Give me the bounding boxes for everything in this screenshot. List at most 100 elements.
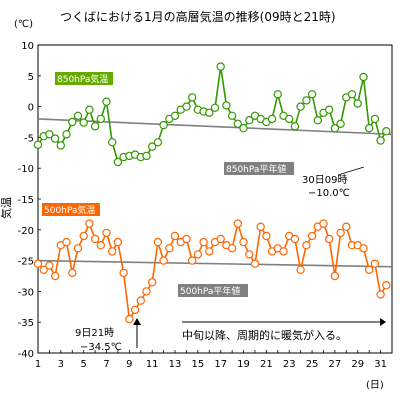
850hpa-point xyxy=(376,136,385,145)
normal-500-badge-box xyxy=(178,284,248,297)
legend-500-badge: 500hPa気温 xyxy=(42,203,100,216)
850hpa-point xyxy=(147,142,157,151)
850hpa-point xyxy=(170,111,180,121)
850hpa-point xyxy=(205,108,214,118)
500hpa-point xyxy=(182,234,191,244)
500hpa-point xyxy=(159,256,168,265)
series-markers xyxy=(33,62,391,324)
850hpa-point xyxy=(113,157,123,167)
500hpa-point xyxy=(325,234,334,244)
normal-850-badge-label: 850hPa平年値 xyxy=(226,163,286,175)
y-unit-label: (℃) xyxy=(14,19,33,30)
y-tick-label: -40 xyxy=(18,349,34,360)
500hpa-point xyxy=(250,259,260,268)
x-tick-label: 17 xyxy=(214,359,227,370)
500hpa-point xyxy=(365,265,374,274)
y-tick-label: -5 xyxy=(24,133,34,144)
normal-850-badge: 850hPa平年値 xyxy=(224,162,294,175)
850hpa-point xyxy=(245,115,254,125)
500hpa-point xyxy=(205,247,214,256)
850hpa-point xyxy=(68,117,77,127)
850hpa-point xyxy=(347,90,357,99)
850hpa-point xyxy=(336,119,345,129)
x-tick-label: 29 xyxy=(351,359,364,370)
annotation-850-min: 30日09時 −10.0℃ xyxy=(302,166,365,199)
annotation-850-min-day: 30日09時 xyxy=(302,174,347,186)
850hpa-point xyxy=(56,141,66,150)
850hpa-point xyxy=(159,120,168,130)
500hpa-point xyxy=(296,265,305,274)
y-tick-label: -20 xyxy=(18,226,34,237)
850hpa-point xyxy=(273,90,282,99)
850hpa-point xyxy=(45,130,54,139)
500hpa-point xyxy=(79,231,88,241)
500hpa-point xyxy=(90,234,100,244)
annotation-500-min-day: 9日21時 xyxy=(75,327,114,339)
x-tick-label: 21 xyxy=(260,359,273,370)
500hpa-point xyxy=(96,240,106,250)
850hpa-point xyxy=(187,93,197,102)
x-tick-label: 19 xyxy=(237,359,250,370)
x-tick-label: 1 xyxy=(35,359,41,370)
annotation-warm-note: 中旬以降、周期的に暖気が入る。 xyxy=(182,318,386,342)
y-axis-label-text: 気温 xyxy=(0,197,13,219)
850hpa-point xyxy=(96,114,106,124)
850hpa-point xyxy=(210,103,220,113)
x-tick-label: 15 xyxy=(192,359,205,370)
850hpa-point xyxy=(370,114,380,124)
500hpa-point xyxy=(256,222,265,231)
500hpa-point xyxy=(153,237,163,247)
500hpa-point xyxy=(107,247,117,256)
500hpa-point xyxy=(68,268,77,278)
850hpa-point xyxy=(79,118,88,127)
500hpa-point xyxy=(239,237,248,247)
850hpa-point xyxy=(307,90,317,99)
850hpa-point xyxy=(330,123,340,133)
y-tick-label: 0 xyxy=(28,103,34,114)
850hpa-point xyxy=(73,111,83,121)
850hpa-point xyxy=(365,123,374,133)
850hpa-point xyxy=(182,102,191,111)
850hpa-point xyxy=(290,122,300,131)
annotation-850-min-temp: −10.0℃ xyxy=(308,188,350,199)
legend-850-badge-box xyxy=(55,72,113,85)
850hpa-point xyxy=(285,114,294,124)
850hpa-point xyxy=(227,111,237,121)
500hpa-point xyxy=(102,228,111,238)
500hpa-point xyxy=(319,219,328,228)
500hpa-point xyxy=(336,228,345,238)
plot-frame xyxy=(37,44,393,354)
x-tick-label: 25 xyxy=(306,359,319,370)
annotation-500-min-temp: −34.5℃ xyxy=(80,342,122,353)
normal-500-badge-label: 500hPa平年値 xyxy=(180,285,240,297)
500hpa-point xyxy=(45,261,54,270)
x-tick-label: 11 xyxy=(146,359,159,370)
850hpa-point xyxy=(153,138,163,147)
500hpa-point xyxy=(245,250,254,259)
500hpa-point xyxy=(62,237,71,247)
500hpa-point xyxy=(113,237,123,247)
500hpa-point xyxy=(136,296,145,305)
500hpa-point xyxy=(187,256,197,265)
legend-850-badge: 850hPa気温 xyxy=(55,72,113,85)
x-tick-label: 27 xyxy=(329,359,342,370)
500hpa-point xyxy=(370,259,380,268)
500hpa-point xyxy=(302,240,311,250)
500hpa-point xyxy=(125,314,134,324)
850hpa-point xyxy=(382,126,391,136)
y-tick-label: -15 xyxy=(18,195,34,206)
500hpa-point xyxy=(193,250,203,259)
legend-500-badge-label: 500hPa気温 xyxy=(44,204,95,216)
annotation-500-min-arrowhead xyxy=(133,318,141,325)
850hpa-point xyxy=(102,97,111,106)
850hpa-point xyxy=(353,99,362,108)
x-tick-label: 13 xyxy=(169,359,182,370)
x-tick-label: 7 xyxy=(103,359,109,370)
x-tick-label: 5 xyxy=(80,359,86,370)
500hpa-point xyxy=(33,259,43,268)
500hpa-point xyxy=(307,231,317,241)
500hpa-point xyxy=(227,244,237,253)
500hpa-point xyxy=(170,231,180,241)
500hpa-point xyxy=(142,287,151,296)
